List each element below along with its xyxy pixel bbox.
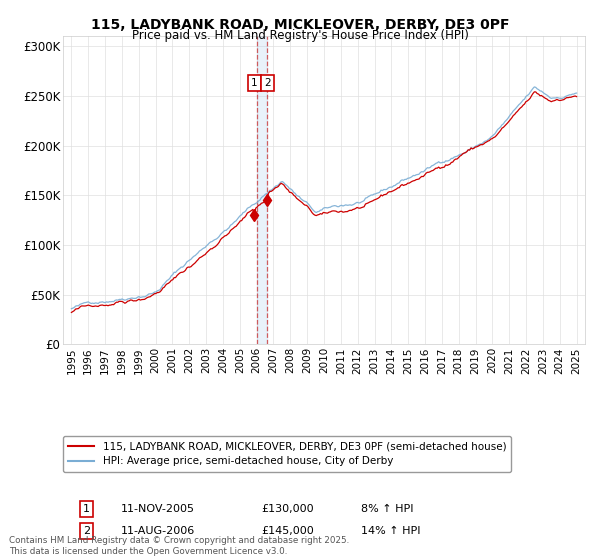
Text: Contains HM Land Registry data © Crown copyright and database right 2025.
This d: Contains HM Land Registry data © Crown c…: [9, 536, 349, 556]
Text: 14% ↑ HPI: 14% ↑ HPI: [361, 526, 420, 536]
Text: £145,000: £145,000: [262, 526, 314, 536]
Text: 1: 1: [251, 78, 258, 88]
Text: 11-NOV-2005: 11-NOV-2005: [121, 504, 194, 514]
Legend: 115, LADYBANK ROAD, MICKLEOVER, DERBY, DE3 0PF (semi-detached house), HPI: Avera: 115, LADYBANK ROAD, MICKLEOVER, DERBY, D…: [63, 436, 511, 472]
Text: 115, LADYBANK ROAD, MICKLEOVER, DERBY, DE3 0PF: 115, LADYBANK ROAD, MICKLEOVER, DERBY, D…: [91, 18, 509, 32]
Text: £130,000: £130,000: [262, 504, 314, 514]
Text: 11-AUG-2006: 11-AUG-2006: [121, 526, 194, 536]
Text: 2: 2: [265, 78, 271, 88]
Text: 1: 1: [83, 504, 90, 514]
Text: 2: 2: [83, 526, 90, 536]
Bar: [257, 36, 267, 344]
Text: 8% ↑ HPI: 8% ↑ HPI: [361, 504, 413, 514]
Text: Price paid vs. HM Land Registry's House Price Index (HPI): Price paid vs. HM Land Registry's House …: [131, 29, 469, 42]
